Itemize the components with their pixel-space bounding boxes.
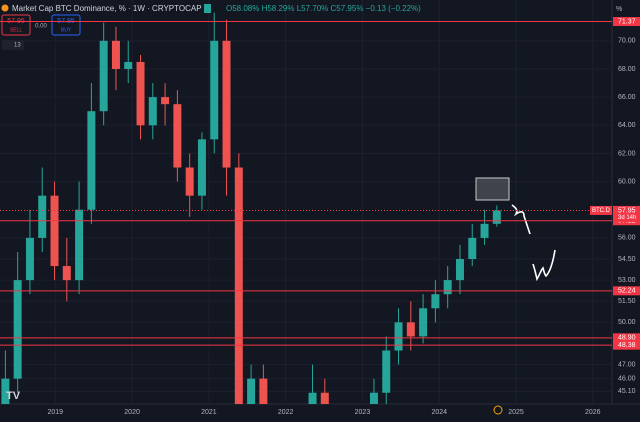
candle-body: [320, 392, 329, 404]
buy-label: BUY: [61, 27, 72, 33]
x-tick-label: 2020: [124, 409, 140, 416]
candle-body: [161, 97, 170, 105]
y-tick-label: 53.00: [618, 277, 636, 284]
candle-body: [480, 223, 489, 238]
candle-body: [50, 195, 59, 267]
y-tick-label: 50.00: [618, 319, 636, 326]
candle-body: [111, 40, 120, 69]
indicators-count: 13: [14, 43, 21, 49]
candle-body: [247, 378, 256, 404]
countdown: 3d 14h: [618, 215, 636, 221]
level-label: 52.24: [618, 288, 636, 295]
level-label: 48.90: [618, 335, 636, 342]
candle-body: [62, 266, 71, 281]
candle-body: [148, 97, 157, 126]
level-label: 71.37: [618, 18, 636, 25]
x-tick-label: 2019: [47, 409, 63, 416]
candle-body: [406, 322, 415, 337]
symbol-icon: [1, 4, 9, 12]
event-marker[interactable]: [493, 405, 503, 415]
y-tick-label: 47.00: [618, 361, 636, 368]
candle-body: [87, 111, 96, 210]
x-tick-label: 2021: [201, 409, 217, 416]
axis-unit: %: [616, 6, 622, 13]
candle-body: [25, 237, 34, 281]
sketch-arrow-down: [511, 204, 531, 235]
y-tick-label: 46.00: [618, 376, 636, 383]
symbol-tag: BTC.D: [592, 208, 611, 214]
candle-body: [492, 210, 501, 224]
candle-body: [99, 40, 108, 112]
candle-body: [210, 40, 219, 140]
x-tick-label: 2024: [431, 409, 447, 416]
candle-body: [197, 139, 206, 196]
level-tag: [613, 333, 640, 343]
x-tick-label: 2022: [278, 409, 294, 416]
candle-body: [13, 280, 22, 379]
y-tick-label: 70.00: [618, 38, 636, 45]
y-tick-label: 45.10: [618, 388, 636, 395]
candle-body: [308, 392, 317, 404]
candle-body: [124, 61, 133, 69]
candle-body: [222, 40, 231, 168]
indicators-toggle[interactable]: [2, 40, 24, 50]
candle-body: [419, 308, 428, 337]
candle-body: [259, 378, 268, 404]
y-tick-label: 51.50: [618, 298, 636, 305]
level-tag: [613, 340, 640, 350]
logo: TV: [6, 390, 21, 402]
y-tick-label: 62.00: [618, 150, 636, 157]
highlight-box: [475, 177, 510, 201]
y-tick-label: 56.00: [618, 235, 636, 242]
x-tick-label: 2026: [585, 409, 601, 416]
candle-body: [136, 61, 145, 126]
y-tick-label: 68.00: [618, 66, 636, 73]
last-price-label: 57.95: [618, 207, 636, 214]
candle-body: [468, 237, 477, 260]
candle-body: [394, 322, 403, 351]
candle-body: [173, 104, 182, 168]
plot-area: [0, 0, 612, 404]
y-tick-label: 60.00: [618, 178, 636, 185]
level-tag: [613, 286, 640, 296]
sell-label: SELL: [10, 27, 22, 33]
symbol-tag-box: [590, 205, 612, 215]
x-tick-label: 2025: [508, 409, 524, 416]
candle-body: [382, 350, 391, 393]
candle-body: [38, 195, 47, 238]
candle-body: [234, 167, 243, 404]
candle-body: [185, 167, 194, 196]
candle-body: [455, 259, 464, 281]
candle-body: [431, 294, 440, 309]
symbol-title: Market Cap BTC Dominance, % · 1W · CRYPT…: [12, 4, 202, 13]
ohlc: O58.08% H58.29% L57.70% C57.95% −0.13 (−…: [226, 4, 421, 13]
status-icon: [204, 4, 211, 13]
spread: 0.00: [35, 24, 47, 30]
x-tick-label: 2023: [355, 409, 371, 416]
buy-button[interactable]: [51, 14, 81, 36]
last-price-tag: [613, 205, 640, 222]
level-label: 48.38: [618, 342, 636, 349]
level-tag: [613, 17, 640, 27]
candle-body: [1, 378, 10, 404]
sell-button[interactable]: [1, 14, 31, 36]
candle-body: [75, 209, 84, 281]
y-tick-label: 66.00: [618, 94, 636, 101]
sketch-arrow-up: [532, 249, 556, 282]
y-tick-label: 54.50: [618, 256, 636, 263]
candle-body: [443, 280, 452, 295]
candle-body: [369, 392, 378, 404]
y-tick-label: 64.00: [618, 122, 636, 129]
